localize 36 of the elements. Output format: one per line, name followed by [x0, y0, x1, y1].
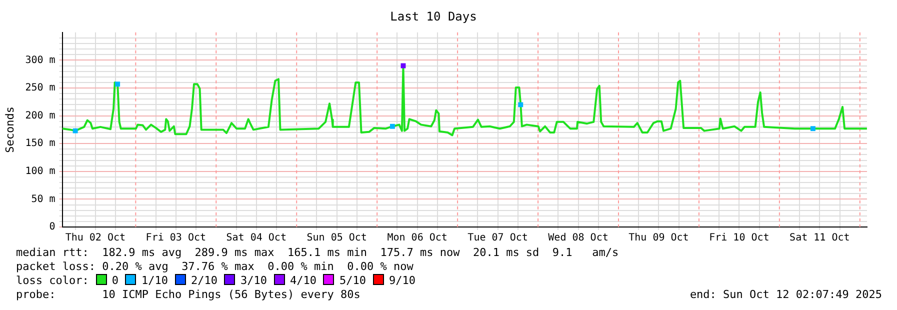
y-axis-title: Seconds	[3, 106, 16, 153]
x-tick-label: Mon 06 Oct	[387, 232, 448, 244]
legend-label: 4/10	[290, 274, 316, 287]
legend-label: 9/10	[388, 274, 416, 287]
text: probe: 10 ICMP Echo Pings (56 Bytes) every 80s	[16, 288, 360, 301]
legend-label: 3/10	[240, 274, 267, 287]
point	[72, 128, 78, 134]
y-tick-label: 150 m	[25, 138, 56, 150]
y-tick-label: 100 m	[25, 166, 56, 177]
text: end: Sun Oct 12 02:07:49 2025	[690, 288, 882, 302]
x-tick-label: Sat 11 Oct	[790, 232, 850, 244]
x-tick-label: Sun 05 Oct	[306, 232, 367, 244]
y-tick-label: 0	[49, 222, 56, 233]
x-tick-label: Thu 02 Oct	[65, 232, 126, 244]
y-tick-label: 50 m	[31, 194, 56, 205]
text: median rtt: 182.9 ms avg 289.9 ms max 165.1 ms min 175.7 ms now 20.1 ms sd 9.1 am/s	[16, 246, 620, 260]
x-tick-label: Fri 03 Oct	[146, 232, 206, 244]
y-tick-label: 250 m	[25, 82, 56, 94]
point	[390, 124, 395, 129]
point	[518, 102, 524, 108]
text: packet loss: 0.20 % avg 37.76 % max 0.00 % min 0.00 % now	[16, 260, 414, 274]
legend-label: 2/10	[190, 274, 218, 287]
x-tick-label: Wed 08 Oct	[548, 232, 608, 244]
point	[810, 126, 816, 132]
legend-title: loss color:	[16, 274, 89, 287]
x-tick-label: Thu 09 Oct	[628, 232, 689, 244]
x-tick-label: Fri 10 Oct	[709, 232, 770, 244]
point	[115, 82, 120, 87]
legend-label: 1/10	[141, 274, 168, 287]
chart-title: Last 10 Days	[390, 9, 477, 24]
y-tick-label: 300 m	[25, 54, 56, 66]
legend-label: 0	[112, 274, 118, 287]
x-tick-label: Tue 07 Oct	[468, 232, 528, 244]
x-tick-label: Sat 04 Oct	[226, 232, 286, 244]
legend-label: 5/10	[339, 274, 366, 287]
y-tick-label: 200 m	[25, 110, 56, 122]
